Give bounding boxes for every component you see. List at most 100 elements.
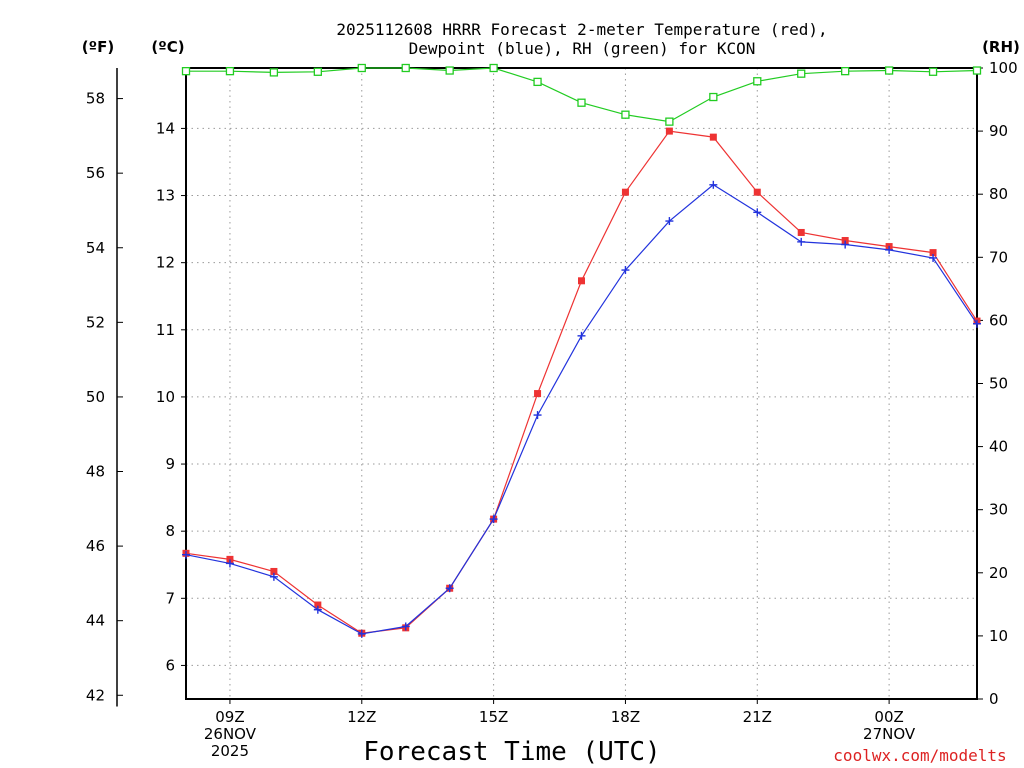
celsius-tick-label: 9 — [165, 455, 175, 473]
credit-link[interactable]: coolwx.com/modelts — [833, 746, 1006, 765]
temperature-marker — [578, 277, 585, 285]
x-tick-label: 26NOV — [204, 725, 257, 743]
celsius-tick-label: 6 — [165, 656, 175, 674]
x-tick-label: 21Z — [743, 708, 772, 726]
rh-marker — [928, 67, 938, 76]
dewpoint-marker — [929, 253, 938, 262]
fahrenheit-tick-label: 46 — [86, 537, 105, 555]
x-tick-label: 27NOV — [863, 725, 916, 743]
rh-marker — [225, 67, 235, 76]
rh-marker — [401, 63, 410, 73]
dewpoint-marker — [665, 217, 674, 226]
rh-marker — [621, 110, 630, 119]
rh-marker — [445, 66, 454, 75]
rh-marker — [577, 98, 586, 107]
rh-axis-header: (RH) — [982, 38, 1020, 56]
x-tick-label: 2025 — [211, 742, 249, 760]
rh-marker — [181, 67, 191, 76]
fahrenheit-tick-label: 44 — [86, 612, 105, 630]
dewpoint-marker — [709, 180, 718, 189]
dewpoint-marker — [533, 411, 542, 420]
dewpoint-line — [185, 184, 978, 635]
dewpoint-marker — [269, 572, 278, 581]
temperature-marker — [753, 188, 761, 196]
celsius-tick-label: 12 — [156, 254, 175, 272]
rh-tick-label: 50 — [989, 375, 1008, 393]
rh-tick-label: 60 — [989, 311, 1008, 329]
rh-marker — [533, 77, 542, 87]
fahrenheit-tick-label: 52 — [86, 313, 105, 331]
dewpoint-marker — [182, 550, 190, 559]
x-tick-label: 18Z — [611, 708, 640, 726]
fahrenheit-axis-header: (ºF) — [82, 38, 114, 56]
x-tick-label: 12Z — [347, 708, 376, 726]
temperature-marker — [665, 127, 673, 135]
dewpoint-marker — [445, 584, 454, 593]
celsius-axis-header: (ºC) — [151, 38, 184, 56]
rh-tick-label: 40 — [989, 438, 1008, 456]
dewpoint-marker — [841, 240, 850, 249]
x-tick-label: 15Z — [479, 708, 508, 726]
rh-tick-label: 70 — [989, 248, 1008, 266]
grid-lines — [186, 68, 977, 699]
temperature-marker — [797, 228, 805, 236]
plot-frame — [185, 67, 978, 700]
temperature-marker — [709, 133, 717, 141]
fahrenheit-tick-label: 56 — [86, 164, 105, 182]
dewpoint-marker — [225, 559, 234, 568]
x-tick-label: 00Z — [874, 708, 903, 726]
dewpoint-marker — [489, 515, 498, 524]
celsius-tick-label: 7 — [165, 589, 175, 607]
temperature-line — [185, 130, 978, 634]
dewpoint-marker — [577, 331, 586, 340]
rh-marker — [665, 117, 674, 126]
dewpoint-marker — [885, 245, 894, 254]
rh-tick-label: 90 — [989, 122, 1008, 140]
fahrenheit-tick-label: 58 — [86, 90, 105, 108]
celsius-tick-label: 11 — [156, 321, 175, 339]
rh-tick-label: 80 — [989, 185, 1008, 203]
fahrenheit-tick-label: 42 — [86, 686, 105, 704]
rh-marker — [972, 66, 982, 75]
rh-marker — [841, 67, 850, 76]
rh-tick-label: 100 — [989, 59, 1018, 77]
temperature-marker — [621, 188, 629, 196]
dewpoint-marker — [973, 319, 981, 328]
celsius-tick-label: 14 — [156, 119, 175, 137]
temperature-marker — [314, 601, 322, 609]
rh-marker — [357, 63, 366, 73]
rh-marker — [753, 77, 762, 86]
chart-title-line1: 2025112608 HRRR Forecast 2-meter Tempera… — [336, 20, 827, 39]
celsius-tick-label: 10 — [156, 388, 175, 406]
rh-marker — [489, 63, 498, 73]
temperature-marker — [841, 237, 849, 245]
rh-tick-label: 10 — [989, 627, 1008, 645]
dewpoint-marker — [753, 208, 762, 217]
x-axis-label: Forecast Time (UTC) — [363, 737, 660, 767]
data-series — [181, 63, 982, 638]
rh-marker — [313, 67, 322, 76]
dewpoint-marker — [357, 629, 366, 638]
chart-title-line2: Dewpoint (blue), RH (green) for KCON — [409, 39, 756, 58]
fahrenheit-tick-label: 54 — [86, 239, 105, 257]
fahrenheit-tick-label: 50 — [86, 388, 105, 406]
dewpoint-marker — [797, 237, 806, 246]
celsius-tick-label: 8 — [165, 522, 175, 540]
x-tick-label: 09Z — [215, 708, 244, 726]
fahrenheit-tick-label: 48 — [86, 463, 105, 481]
rh-tick-label: 30 — [989, 501, 1008, 519]
celsius-tick-label: 13 — [156, 187, 175, 205]
rh-marker — [797, 69, 806, 78]
dewpoint-marker — [621, 266, 630, 275]
rh-marker — [269, 68, 279, 77]
dewpoint-marker — [313, 605, 322, 614]
rh-marker — [884, 66, 894, 75]
rh-tick-label: 20 — [989, 564, 1008, 582]
temperature-marker — [534, 390, 542, 398]
rh-marker — [709, 92, 718, 102]
temperature-marker — [929, 249, 937, 257]
rh-line — [186, 67, 978, 123]
temperature-marker — [226, 555, 234, 563]
